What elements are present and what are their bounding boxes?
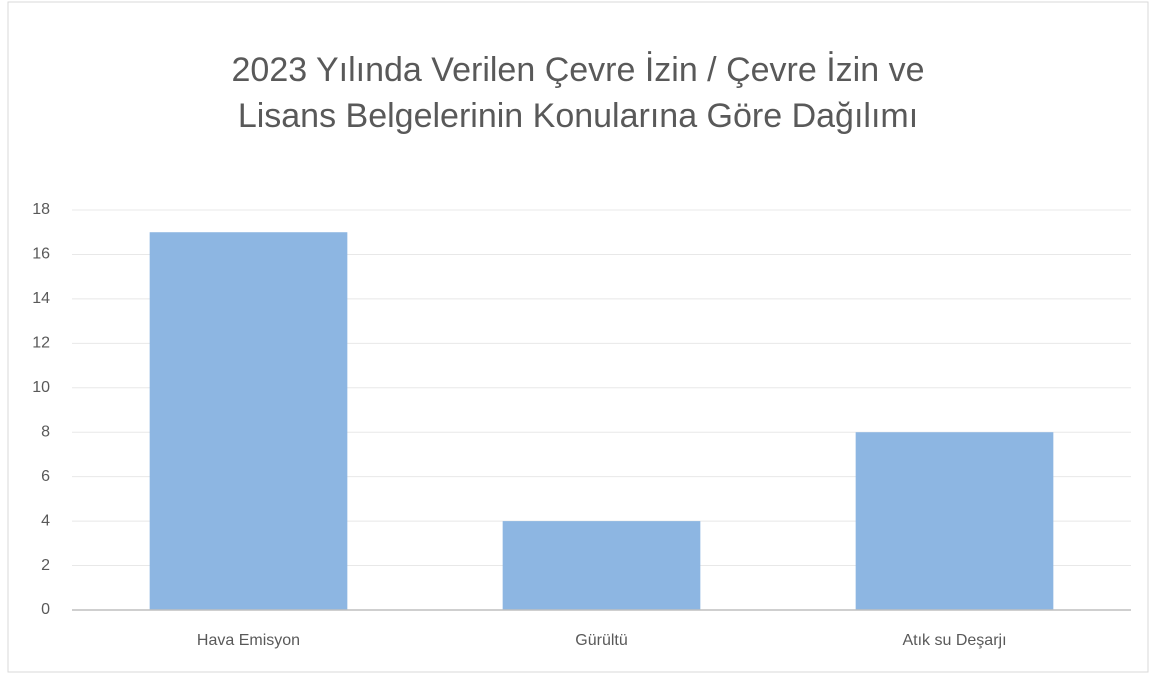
chart-title: Lisans Belgelerinin Konularına Göre Dağı… bbox=[238, 97, 918, 135]
y-tick-label: 6 bbox=[41, 468, 50, 485]
y-tick-label: 12 bbox=[32, 335, 50, 352]
y-tick-label: 0 bbox=[41, 601, 50, 618]
y-tick-label: 10 bbox=[32, 379, 50, 396]
bar bbox=[855, 432, 1054, 610]
bar bbox=[149, 232, 348, 610]
x-tick-label: Gürültü bbox=[575, 632, 627, 649]
x-tick-label: Hava Emisyon bbox=[197, 632, 300, 649]
chart-title: 2023 Yılında Verilen Çevre İzin / Çevre … bbox=[232, 51, 925, 89]
bar bbox=[502, 521, 701, 610]
y-tick-label: 2 bbox=[41, 557, 50, 574]
y-tick-label: 14 bbox=[32, 290, 50, 307]
y-tick-label: 8 bbox=[41, 423, 50, 440]
y-tick-label: 4 bbox=[41, 512, 50, 529]
x-tick-label: Atık su Deşarjı bbox=[902, 632, 1006, 649]
y-tick-label: 16 bbox=[32, 246, 50, 263]
y-tick-label: 18 bbox=[32, 201, 50, 218]
